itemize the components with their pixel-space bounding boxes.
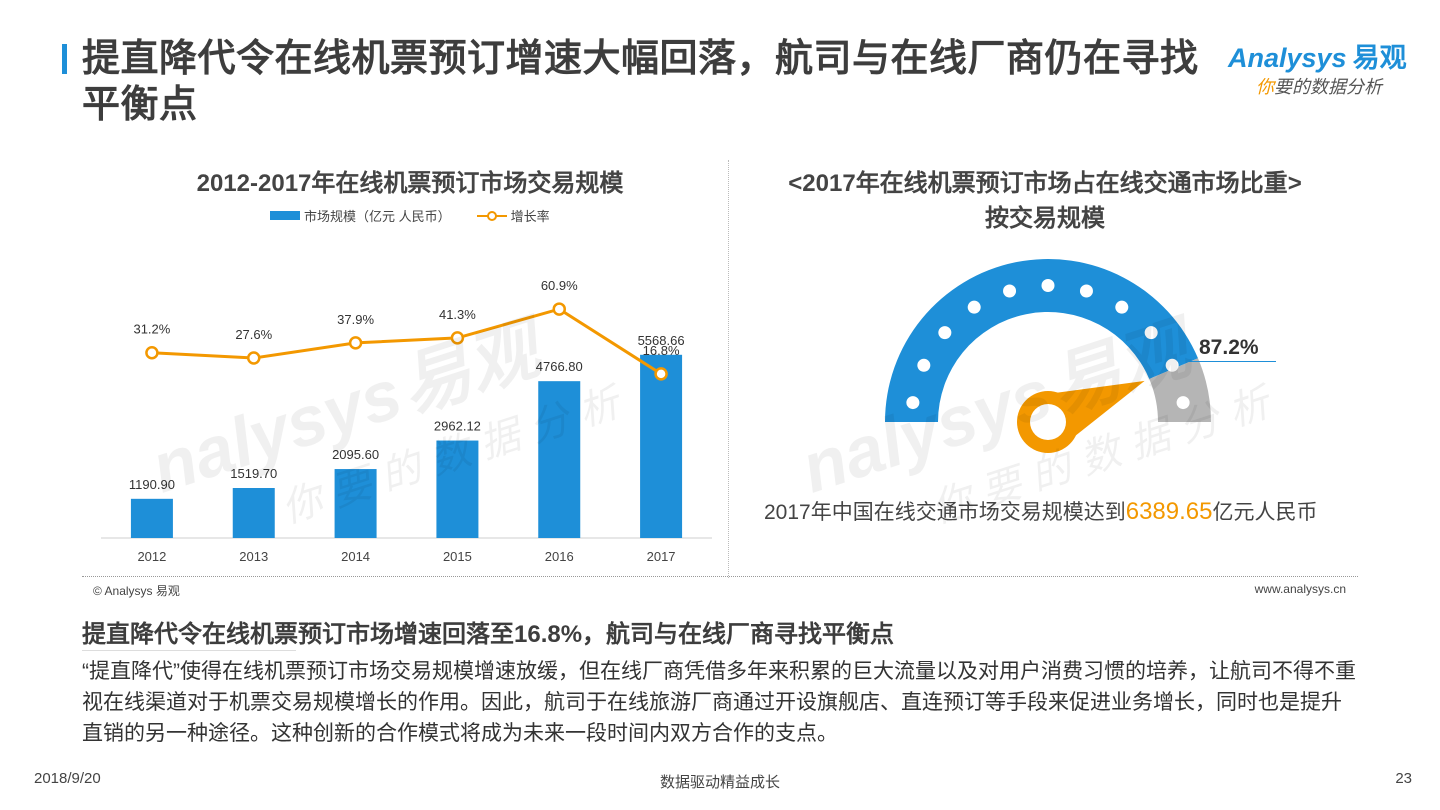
bar-2012 bbox=[130, 498, 173, 538]
gauge-dot bbox=[1079, 284, 1093, 298]
page-title: 提直降代令在线机票预订增速大幅回落，航司与在线厂商仍在寻找平衡点 bbox=[82, 38, 1199, 126]
legend-bar-label: 市场规模（亿元 人民币） bbox=[304, 209, 451, 224]
logo-letter: A bbox=[1228, 43, 1248, 73]
bar-label-2015: 2962.12 bbox=[434, 419, 481, 434]
growth-point-2017 bbox=[654, 367, 668, 381]
x-tick-2013: 2013 bbox=[239, 549, 268, 564]
bar-label-2017: 5568.66 bbox=[638, 333, 685, 348]
analysys-logo: Analysys 易观 你要的数据分析 bbox=[1228, 36, 1418, 97]
title-accent-bar bbox=[62, 44, 67, 74]
gauge-title-line2: 按交易规模 bbox=[985, 205, 1105, 232]
growth-point-2014 bbox=[348, 336, 363, 350]
page-number: 23 bbox=[1395, 770, 1412, 787]
growth-point-2016 bbox=[552, 302, 566, 316]
x-tick-2014: 2014 bbox=[341, 549, 370, 564]
legend-line-label: 增长率 bbox=[510, 209, 550, 224]
gauge-chart bbox=[885, 258, 1211, 453]
gauge-dot bbox=[917, 358, 931, 372]
source-divider bbox=[82, 576, 1358, 577]
growth-label-2015: 41.3% bbox=[439, 307, 476, 322]
gauge-dot bbox=[967, 300, 981, 314]
legend-line-swatch bbox=[476, 210, 507, 221]
gauge-dot bbox=[1115, 300, 1129, 314]
footer-slogan: 数据驱动精益成长 bbox=[659, 774, 780, 791]
gauge-hub-center bbox=[1030, 404, 1066, 440]
bar-2016 bbox=[538, 381, 581, 538]
gauge-chart-title: <2017年在线机票预订市场占在线交通市场比重> 按交易规模 bbox=[735, 163, 1355, 233]
gauge-title-line1: 2017年在线机票预订市场占在线交通市场比重 bbox=[802, 170, 1288, 197]
gauge-total-suffix: 亿元人民币 bbox=[1212, 501, 1318, 524]
growth-label-2014: 37.9% bbox=[337, 312, 374, 327]
bar-2015 bbox=[436, 440, 479, 538]
summary-rule bbox=[82, 650, 296, 651]
gauge-dot bbox=[1041, 279, 1055, 292]
gauge-value-label: 87.2% bbox=[1199, 336, 1259, 359]
gauge-total-value: 6389.65 bbox=[1125, 498, 1213, 525]
x-tick-2015: 2015 bbox=[443, 549, 472, 564]
bar-chart-title: 2012-2017年在线机票预订市场交易规模 bbox=[196, 170, 624, 197]
gauge-value-rule bbox=[1182, 361, 1276, 362]
growth-point-2015 bbox=[450, 331, 465, 345]
bar-2013 bbox=[232, 488, 275, 538]
bar-2017 bbox=[640, 354, 683, 538]
bar-chart-legend: 市场规模（亿元 人民币） 增长率 bbox=[270, 206, 550, 225]
gauge-dot bbox=[1176, 396, 1190, 410]
bar-label-2014: 2095.60 bbox=[332, 447, 379, 462]
growth-label-2016: 60.9% bbox=[541, 278, 578, 293]
x-tick-2016: 2016 bbox=[545, 549, 574, 564]
growth-label-2012: 31.2% bbox=[133, 322, 170, 337]
bar-2014 bbox=[334, 469, 377, 538]
gauge-total-prefix: 2017年中国在线交通市场交易规模达到 bbox=[764, 501, 1126, 524]
growth-label-2013: 27.6% bbox=[235, 327, 272, 342]
gauge-title-left-bracket-icon: < bbox=[788, 170, 803, 197]
growth-label-2017: 16.8% bbox=[643, 343, 680, 358]
bar-line-chart: 1190.90 2012 1519.70 2013 2095.60 2014 2962.12… bbox=[101, 278, 712, 564]
x-tick-2017: 2017 bbox=[647, 549, 676, 564]
logo-brand-cn: 易观 bbox=[1352, 43, 1407, 73]
summary-title: 提直降代令在线机票预订市场增速回落至16.8%，航司与在线厂商寻找平衡点 bbox=[82, 621, 895, 648]
bar-label-2012: 1190.90 bbox=[129, 477, 175, 492]
footer-date: 2018/9/20 bbox=[34, 770, 101, 787]
gauge-dot bbox=[906, 396, 920, 410]
x-tick-2012: 2012 bbox=[137, 549, 166, 564]
bar-label-2013: 1519.70 bbox=[230, 466, 277, 481]
gauge-dot bbox=[1165, 358, 1179, 372]
gauge-filled-arc bbox=[885, 258, 1198, 422]
gauge-remaining-arc bbox=[1149, 358, 1211, 422]
growth-point-2013 bbox=[247, 351, 261, 365]
source-right: www.analysys.cn bbox=[1254, 582, 1346, 596]
gauge-total-text: 2017年中国在线交通市场交易规模达到6389.65亿元人民币 bbox=[764, 496, 1317, 526]
summary-text: “提直降代”使得在线机票预订市场交易规模增速放缓，但在线厂商凭借多年来积累的巨大… bbox=[82, 660, 1356, 745]
gauge-title-right-bracket-icon: > bbox=[1287, 170, 1302, 197]
logo-tagline: 要的数据分析 bbox=[1274, 77, 1382, 97]
logo-brand: nalysys bbox=[1247, 43, 1347, 73]
growth-point-2012 bbox=[145, 345, 159, 360]
legend-bar-swatch bbox=[270, 211, 300, 220]
growth-rate-line bbox=[151, 307, 662, 376]
logo-tagline-orange: 你 bbox=[1256, 77, 1274, 97]
source-left: © Analysys 易观 bbox=[93, 584, 180, 598]
gauge-dot bbox=[938, 326, 952, 340]
gauge-dot bbox=[1003, 284, 1017, 298]
bar-label-2016: 4766.80 bbox=[536, 359, 583, 374]
chart-divider bbox=[728, 160, 729, 578]
gauge-dot bbox=[1144, 326, 1158, 340]
